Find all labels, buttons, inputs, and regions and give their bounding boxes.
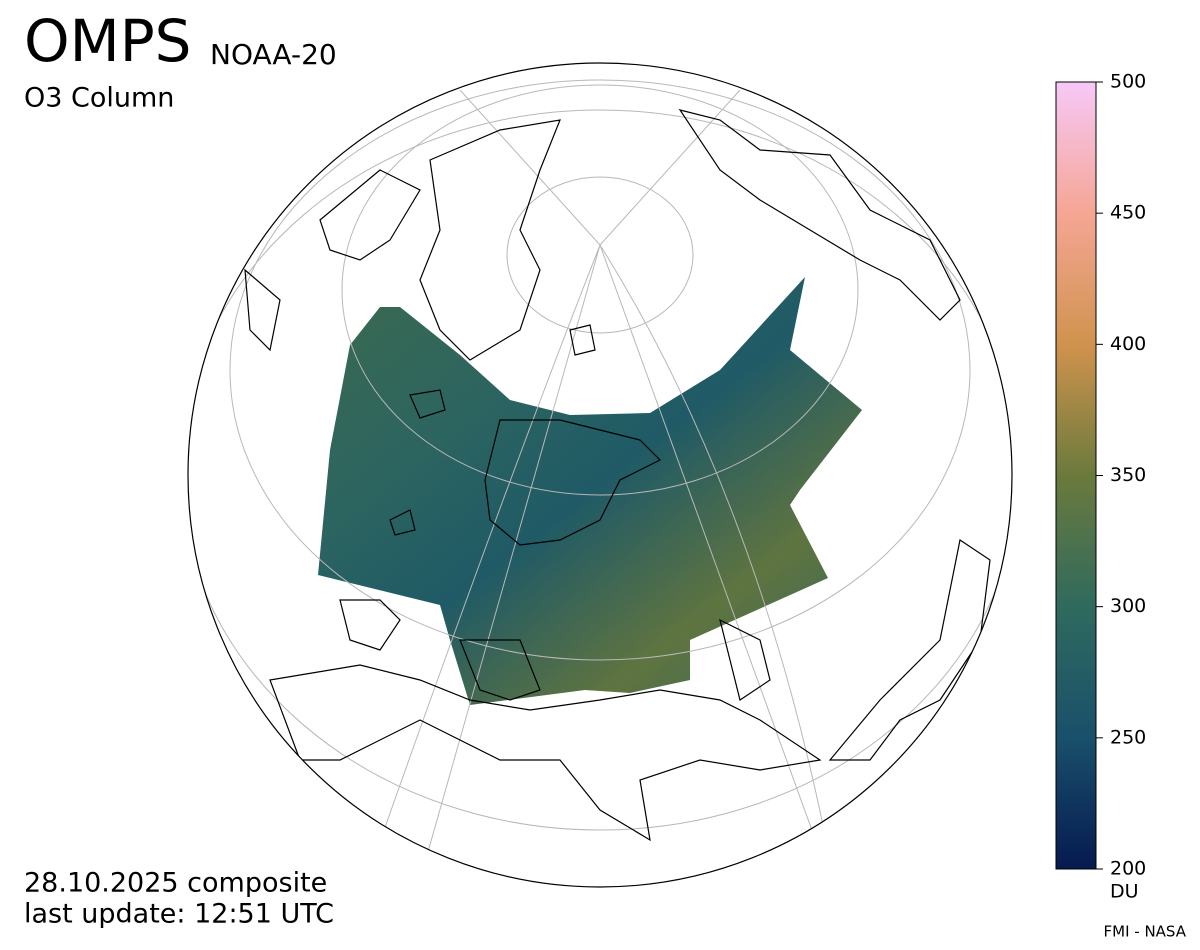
globe-outline xyxy=(187,62,1013,888)
product: O3 Column xyxy=(24,83,174,114)
colorbar-tick-label: 400 xyxy=(1110,333,1146,355)
ozone-swath xyxy=(318,277,862,705)
colorbar-tick-label: 200 xyxy=(1110,858,1146,880)
colorbar xyxy=(1055,81,1097,870)
credit: FMI - NASA xyxy=(1104,923,1187,941)
colorbar-tick-label: 250 xyxy=(1110,726,1146,748)
colorbar-tick-label: 350 xyxy=(1110,464,1146,486)
satellite: NOAA-20 xyxy=(210,38,337,71)
title: OMPS xyxy=(24,7,192,75)
update: last update: 12:51 UTC xyxy=(24,899,334,930)
colorbar-tick-label: 500 xyxy=(1110,71,1146,93)
colorbar-tick-label: 300 xyxy=(1110,595,1146,617)
graticule xyxy=(188,79,1012,881)
colorbar-tick-label: 450 xyxy=(1110,202,1146,224)
globe xyxy=(188,79,1012,881)
coastlines xyxy=(244,109,991,842)
colorbar-unit: DU xyxy=(1110,881,1139,903)
date: 28.10.2025 composite xyxy=(24,868,327,899)
